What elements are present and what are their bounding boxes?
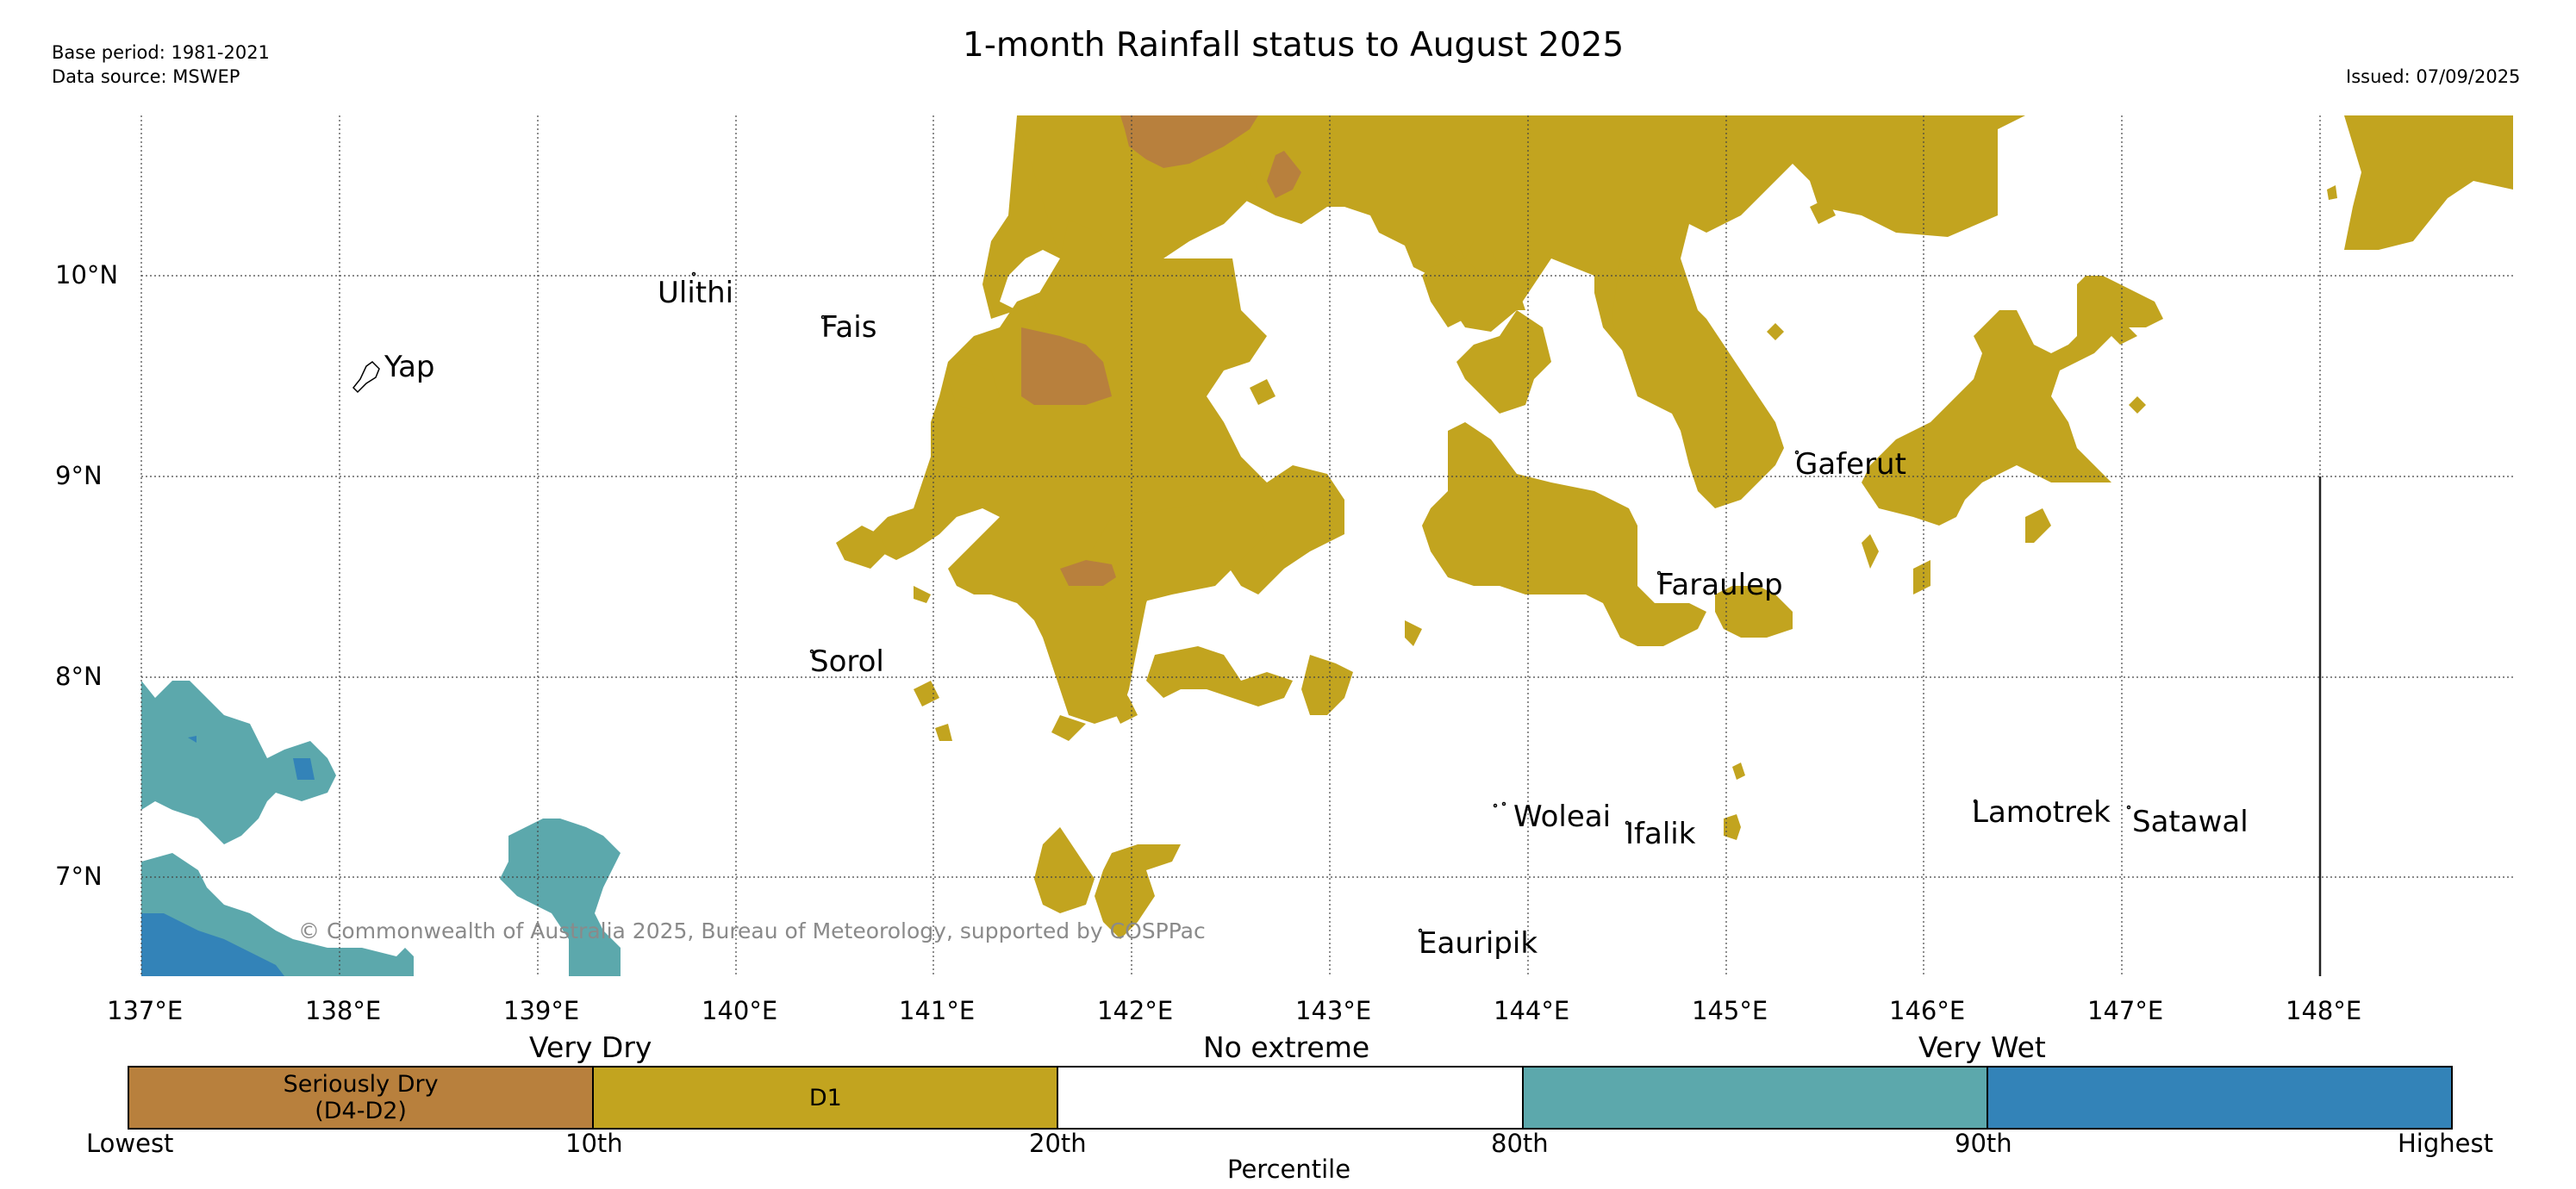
- woleai-marker: [1493, 803, 1498, 808]
- legend-no-extreme: No extreme: [1203, 1030, 1370, 1064]
- faraulep-marker: [1656, 570, 1662, 576]
- place-sorol: Sorol: [810, 644, 884, 679]
- rainfall-regions: [141, 115, 2513, 976]
- place-ifalik: Ifalik: [1625, 817, 1696, 851]
- woleai-marker-2: [1501, 801, 1506, 806]
- place-gaferut: Gaferut: [1795, 447, 1906, 482]
- legend-box-seriously-dry-sublabel: (D4-D2): [315, 1098, 407, 1124]
- lon-tick-140e: 140°E: [702, 996, 778, 1025]
- lat-tick-10n: 10°N: [55, 260, 119, 289]
- eauripik-marker: [1418, 928, 1423, 933]
- lon-tick-142e: 142°E: [1097, 996, 1174, 1025]
- legend-colorbar: Seriously Dry (D4-D2) D1: [128, 1066, 2453, 1130]
- lon-tick-141e: 141°E: [899, 996, 976, 1025]
- ulithi-marker: [691, 271, 696, 277]
- place-woleai: Woleai: [1513, 800, 1612, 834]
- d1-regions: [836, 115, 2513, 939]
- lon-tick-137e: 137°E: [107, 996, 184, 1025]
- lon-tick-138e: 138°E: [305, 996, 382, 1025]
- legend-box-highest: [1987, 1068, 2452, 1128]
- legend-box-d1-label: D1: [808, 1084, 842, 1111]
- copyright-credit: © Commonwealth of Australia 2025, Bureau…: [298, 918, 1206, 943]
- ifalik-marker: [1625, 820, 1630, 825]
- place-faraulep: Faraulep: [1657, 568, 1783, 602]
- lon-tick-148e: 148°E: [2286, 996, 2362, 1025]
- fais-marker: [820, 314, 826, 320]
- lon-tick-144e: 144°E: [1494, 996, 1570, 1025]
- sorol-marker: [809, 649, 814, 654]
- base-period-text: Base period: 1981-2021: [52, 42, 270, 63]
- legend-very-dry: Very Dry: [529, 1030, 652, 1064]
- data-source-text: Data source: MSWEP: [52, 66, 240, 87]
- percentile-lowest: Lowest: [86, 1129, 174, 1158]
- legend-box-wet-90: [1523, 1068, 1988, 1128]
- legend-very-wet: Very Wet: [1918, 1030, 2046, 1064]
- percentile-highest: Highest: [2398, 1129, 2493, 1158]
- percentile-80th: 80th: [1491, 1129, 1549, 1158]
- issued-date-text: Issued: 07/09/2025: [2346, 66, 2521, 87]
- percentile-20th: 20th: [1029, 1129, 1087, 1158]
- place-fais: Fais: [821, 310, 877, 345]
- satawal-marker: [2126, 805, 2131, 810]
- legend-box-d1: D1: [594, 1068, 1059, 1128]
- yap-island-icon: [352, 361, 380, 394]
- legend-box-no-extreme: [1058, 1068, 1524, 1128]
- place-yap: Yap: [384, 350, 435, 384]
- map-title: 1-month Rainfall status to August 2025: [963, 26, 1625, 65]
- lon-tick-143e: 143°E: [1295, 996, 1372, 1025]
- place-lamotrek: Lamotrek: [1972, 795, 2111, 830]
- wet-regions: [141, 681, 621, 976]
- lon-tick-145e: 145°E: [1692, 996, 1768, 1025]
- gaferut-marker: [1794, 450, 1799, 455]
- lat-tick-8n: 8°N: [55, 662, 103, 691]
- legend-box-seriously-dry-label: Seriously Dry: [283, 1071, 439, 1098]
- lon-tick-147e: 147°E: [2087, 996, 2164, 1025]
- place-ulithi: Ulithi: [658, 276, 734, 310]
- percentile-10th: 10th: [565, 1129, 623, 1158]
- lon-tick-139e: 139°E: [503, 996, 580, 1025]
- legend-box-seriously-dry: Seriously Dry (D4-D2): [129, 1068, 595, 1128]
- island-markers: [352, 271, 2131, 933]
- map-gridlines: [140, 115, 2513, 976]
- place-satawal: Satawal: [2132, 805, 2249, 839]
- lat-tick-7n: 7°N: [55, 862, 103, 891]
- lon-tick-146e: 146°E: [1889, 996, 1966, 1025]
- place-eauripik: Eauripik: [1419, 926, 1538, 961]
- seriously-dry-regions: [1021, 115, 1301, 586]
- lamotrek-marker: [1973, 799, 1978, 804]
- lat-tick-9n: 9°N: [55, 461, 103, 490]
- percentile-axis-label: Percentile: [1227, 1155, 1351, 1184]
- percentile-90th: 90th: [1955, 1129, 2012, 1158]
